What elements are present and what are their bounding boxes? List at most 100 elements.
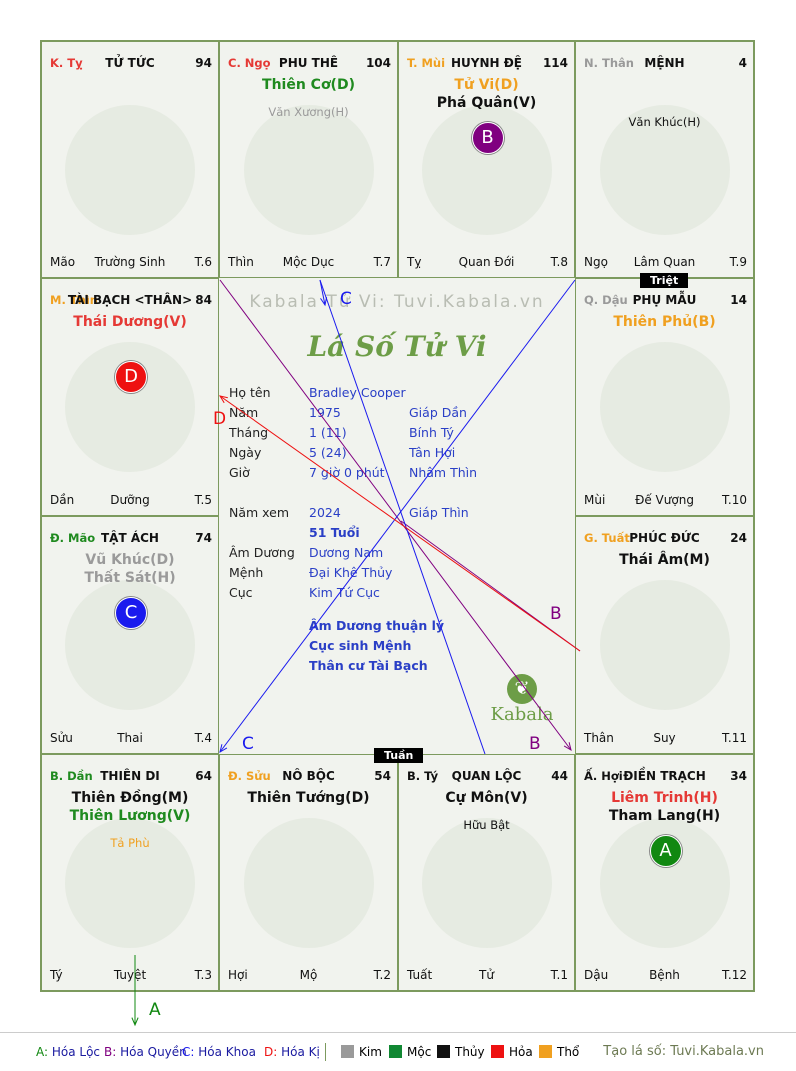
arrow-c-label-2: C [242,734,254,754]
info-label: Ngày [229,445,262,460]
palace-score: 104 [365,56,391,70]
legend-element-text: Thổ [557,1045,580,1059]
minor-star: Hữu Bật [463,818,510,832]
info-label: Cục [229,585,253,600]
palace-can: M. Thìn [50,293,98,307]
palace-score: 64 [195,769,212,783]
palace-can: K. Tỵ [50,56,83,70]
palace-stage: Thai [117,731,143,745]
arrow-b-line [219,279,572,751]
palace-branch: Ngọ [584,255,608,269]
legend-element-item: Kim [341,1045,382,1059]
palace-branch: Tuất [407,968,433,982]
legend-hoa-key: C: [182,1045,199,1059]
palace-age: T.1 [550,968,568,982]
palace-stage: Dưỡng [110,493,150,507]
note-line: Thân cư Tài Bạch [309,658,428,673]
element-color-swatch [437,1045,450,1058]
hoa-badge-a: A [649,835,682,867]
arrow-b-label: B [550,604,562,624]
legend-element-text: Mộc [407,1045,432,1059]
palace-score: 34 [730,769,747,783]
palace-score: 54 [374,769,391,783]
star-list: Thiên Tướng(D) [220,789,397,807]
palace-mao: Đ. Mão TẬT ÁCH 74 Vũ Khúc(D) Thất Sát(H) C Sửu… [41,516,219,754]
legend-bar: A: Hóa Lộc B: Hóa Quyền C: Hóa Khoa D: Hóa … [0,1032,796,1071]
arrow-b-line-head [563,742,572,752]
palace-can: B. Dần [50,769,93,783]
palace-name: QUAN LỘC [451,769,522,783]
legend-element-text: Thủy [455,1045,485,1059]
info-canchi: Giáp Thìn [409,505,469,520]
legend-separator [325,1043,326,1061]
palace-dau: Q. Dậu PHỤ MẪU 14 Thiên Phủ(B) Mùi Đế Vượng T.… [575,278,754,516]
info-label: Âm Dương [229,545,295,560]
palace-score: 24 [730,531,747,545]
palace-name: TẬT ÁCH [101,531,159,545]
palace-score: 114 [542,56,568,70]
zodiac-animal-icon [65,817,195,948]
star-list: Cự Môn(V) Hữu Bật [399,789,574,833]
legend-hoa-key: D: [264,1045,282,1059]
tree-icon: ❦ [507,674,537,704]
palace-can: C. Ngọ [228,56,271,70]
arrow-c-line [219,279,576,753]
palace-age: T.9 [729,255,747,269]
arrow-d-line-head [218,395,228,404]
hoa-badge-d: D [115,361,147,393]
star-list: Văn Khúc(H) [576,76,753,130]
legend-element-item: Hỏa [491,1045,533,1059]
palace-mui: T. Mùi HUYNH ĐỆ 114 Tử Vi(D) Phá Quân(V) B Tỵ Q… [398,41,575,278]
major-star: Thiên Lương(V) [69,808,191,824]
palace-stage: Quan Đới [458,255,515,269]
star-list: Vũ Khúc(D) Thất Sát(H) [42,551,218,587]
legend-element-item: Thổ [539,1045,579,1059]
triet-tag: Triệt [640,273,689,288]
kabala-logo: ❦ Kabala [487,674,557,725]
palace-name: HUYNH ĐỆ [451,56,522,70]
palace-branch: Dậu [584,968,609,982]
legend-element-text: Hỏa [509,1045,533,1059]
arrow-a-line-head [131,1017,139,1027]
legend-element-item: Mộc [389,1045,431,1059]
info-value: 2024 [309,505,341,520]
palace-score: 44 [551,769,568,783]
legend-hoa-item: C: Hóa Khoa [182,1045,256,1059]
hoa-badge-b: B [471,122,504,154]
legend-hoa-item: A: Hóa Lộc [36,1045,100,1059]
star-list: Thái Dương(V) [42,313,218,331]
minor-star: Văn Xương(H) [268,105,349,119]
palace-branch: Thìn [228,255,254,269]
legend-hoa-key: A: [36,1045,52,1059]
legend-hoa-text: Hóa Lộc [51,1045,101,1059]
info-label: Giờ [229,465,250,480]
major-star: Tử Vi(D) [454,77,519,93]
info-label: Năm xem [229,505,290,520]
arrow-c-label: C [340,289,352,309]
zodiac-animal-icon [243,104,374,235]
major-star: Thái Dương(V) [73,314,187,330]
palace-than: N. Thân MỆNH 4 Văn Khúc(H) Ngọ Lâm Quan T.9 [575,41,754,278]
info-value: Dương Nam [309,545,384,560]
arrow-d-line [219,395,581,652]
arrow-c-head-line [319,279,326,306]
info-label: Tháng [229,425,269,440]
palace-score: 84 [195,293,212,307]
palace-branch: Sửu [50,731,73,745]
palace-name: MỆNH [644,56,685,70]
palace-ngo: C. Ngọ PHU THÊ 104 Thiên Cơ(D) Văn Xương(H) T… [219,41,398,278]
palace-stage: Mộc Dục [282,255,335,269]
tuan-tag: Tuần [374,748,424,763]
major-star: Thiên Cơ(D) [262,77,355,93]
arrow-c-line-2 [319,279,486,755]
palace-stage: Mộ [299,968,318,982]
palace-tyy: B. Tý QUAN LỘC 44 Cự Môn(V) Hữu Bật Tuất Tử T.1 [398,754,575,991]
legend-hoa-text: Hóa Quyền [120,1045,187,1059]
hoa-badge-c: C [115,597,147,629]
info-value: 7 giờ 0 phút [309,465,385,480]
info-label: Mệnh [229,565,264,580]
palace-age: T.4 [194,731,212,745]
palace-stage: Tử [479,968,494,982]
